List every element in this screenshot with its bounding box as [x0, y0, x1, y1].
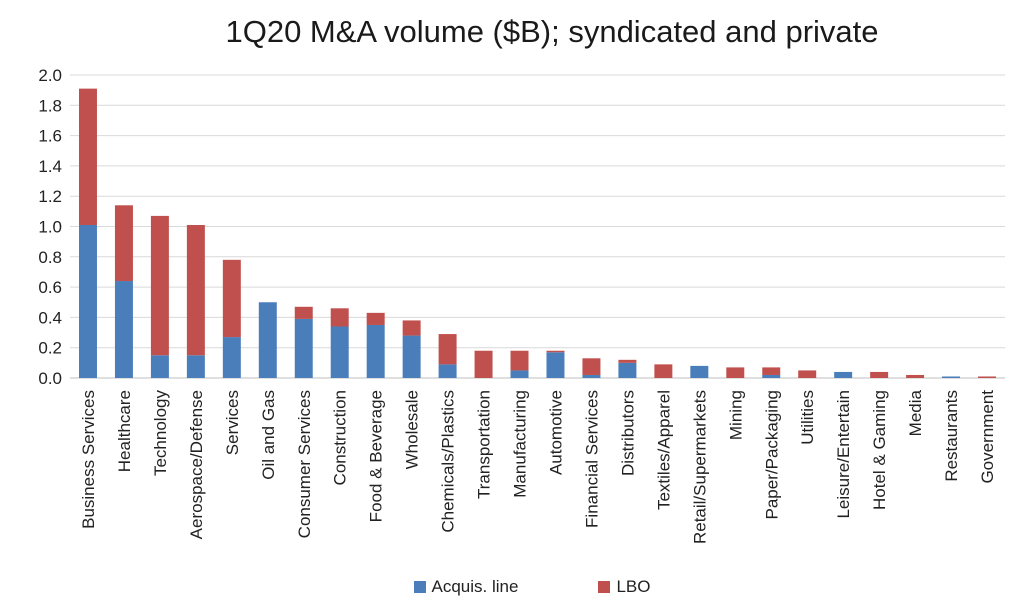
y-tick-label: 0.4 — [38, 308, 62, 327]
legend-item-acquis: Acquis. line — [413, 577, 519, 597]
bar-lbo — [366, 312, 385, 325]
legend-label-acquis: Acquis. line — [431, 577, 519, 596]
chart-title: 1Q20 M&A volume ($B); syndicated and pri… — [225, 14, 879, 49]
bar-lbo — [762, 367, 781, 375]
x-tick-label: Food & Beverage — [367, 390, 386, 522]
x-tick-label: Paper/Packaging — [762, 390, 781, 519]
y-tick-label: 0.6 — [38, 278, 62, 297]
x-tick-label: Automotive — [546, 390, 565, 475]
bar-lbo — [618, 359, 637, 363]
bar-acquis — [762, 374, 781, 378]
x-tick-label: Retail/Supermarkets — [690, 390, 709, 544]
bar-acquis — [330, 326, 349, 378]
x-tick-label: Healthcare — [115, 390, 134, 472]
x-tick-label: Financial Services — [582, 390, 601, 528]
x-tick-label: Restaurants — [942, 390, 961, 482]
bar-lbo — [186, 224, 205, 356]
x-tick-label: Government — [978, 390, 997, 484]
x-tick-label: Aerospace/Defense — [187, 390, 206, 539]
bar-lbo — [438, 334, 457, 365]
x-tick-label: Distributors — [618, 390, 637, 476]
x-tick-label: Utilities — [798, 390, 817, 445]
legend-swatch-lbo — [598, 581, 611, 593]
bar-lbo — [510, 350, 529, 371]
bar-lbo — [870, 371, 889, 378]
x-tick-label: Transportation — [475, 390, 494, 499]
x-tick-label: Oil and Gas — [259, 390, 278, 480]
x-tick-label: Textiles/Apparel — [654, 390, 673, 510]
bar-acquis — [258, 302, 277, 378]
y-tick-label: 0.8 — [38, 248, 62, 267]
bar-acquis — [294, 318, 313, 378]
x-tick-label: Hotel & Gaming — [870, 390, 889, 510]
bar-acquis — [834, 371, 853, 378]
x-tick-label: Construction — [331, 390, 350, 485]
x-tick-label: Media — [906, 389, 925, 436]
y-tick-label: 1.6 — [38, 127, 62, 146]
bar-acquis — [618, 362, 637, 378]
bar-acquis — [222, 337, 241, 378]
bar-lbo — [114, 205, 133, 282]
bar-lbo — [582, 358, 601, 375]
bar-lbo — [294, 306, 313, 319]
y-tick-label: 1.2 — [38, 187, 62, 206]
bar-lbo — [78, 88, 97, 225]
bar-lbo — [330, 308, 349, 327]
bar-lbo — [474, 350, 493, 378]
bar-lbo — [798, 370, 817, 378]
x-tick-label: Mining — [726, 390, 745, 440]
legend-swatch-acquis — [413, 581, 426, 593]
legend: Acquis. line LBO — [0, 577, 1024, 597]
bar-lbo — [546, 350, 565, 353]
bar-acquis — [402, 335, 421, 378]
x-tick-label: Business Services — [79, 390, 98, 529]
bar-acquis — [366, 324, 385, 378]
bar-acquis — [150, 355, 169, 378]
legend-label-lbo: LBO — [616, 577, 651, 596]
x-tick-label: Manufacturing — [511, 390, 530, 498]
bar-lbo — [150, 215, 169, 356]
x-tick-label: Services — [223, 390, 242, 455]
bar-acquis — [690, 365, 709, 378]
bar-acquis — [942, 376, 961, 378]
x-tick-label: Leisure/Entertain — [834, 390, 853, 519]
bar-lbo — [402, 320, 421, 336]
y-tick-label: 2.0 — [38, 66, 62, 85]
y-tick-label: 0.2 — [38, 339, 62, 358]
bar-acquis — [78, 224, 97, 378]
bar-lbo — [654, 364, 673, 378]
bar-acquis — [438, 364, 457, 378]
y-tick-label: 0.0 — [38, 369, 62, 388]
bar-lbo — [222, 259, 241, 338]
x-tick-label: Technology — [151, 390, 170, 477]
y-tick-label: 1.4 — [38, 157, 62, 176]
bar-acquis — [114, 281, 133, 378]
bar-lbo — [726, 367, 745, 378]
bar-acquis — [510, 370, 529, 378]
x-tick-label: Wholesale — [403, 390, 422, 469]
legend-item-lbo: LBO — [598, 577, 650, 597]
bar-lbo — [978, 376, 997, 378]
bar-acquis — [582, 374, 601, 378]
bar-acquis — [546, 352, 565, 378]
bar-lbo — [906, 374, 925, 378]
bar-acquis — [186, 355, 205, 378]
x-tick-label: Chemicals/Plastics — [439, 390, 458, 533]
y-tick-label: 1.8 — [38, 96, 62, 115]
x-tick-label: Consumer Services — [295, 390, 314, 538]
y-tick-label: 1.0 — [38, 218, 62, 237]
